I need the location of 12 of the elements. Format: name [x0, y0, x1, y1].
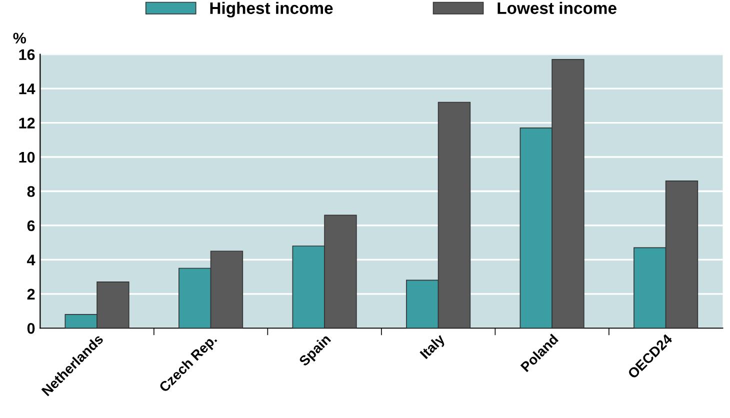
y-tick-label: 4	[27, 254, 36, 266]
y-tick-label: 8	[27, 186, 35, 197]
y-tick-label: 2	[27, 288, 35, 300]
y-tick-label: 14	[19, 84, 36, 94]
y-tick-label: 6	[27, 220, 35, 232]
y-tick-label: 16	[19, 49, 35, 60]
legend-label: Highest income	[210, 2, 333, 18]
y-axis-title: %	[13, 32, 26, 44]
legend-label: Lowest income	[498, 2, 616, 14]
y-tick-label: 12	[19, 118, 35, 128]
y-tick-label: 10	[19, 152, 35, 163]
y-tick-label: 0	[27, 323, 35, 334]
